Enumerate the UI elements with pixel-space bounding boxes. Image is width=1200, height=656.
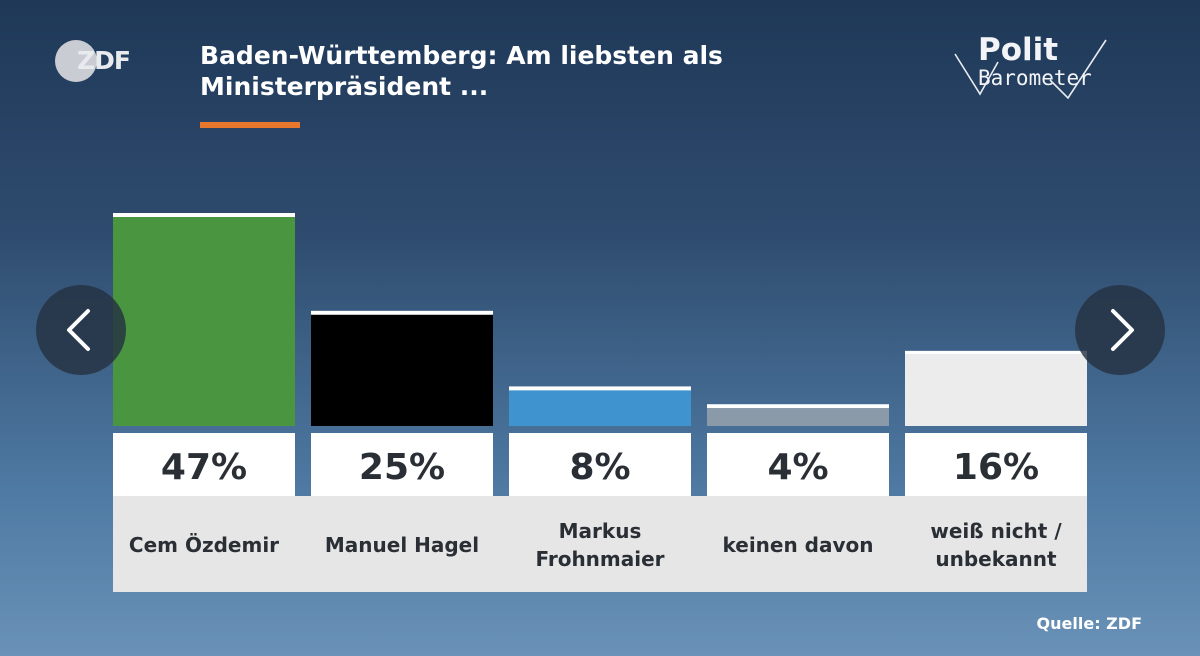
politbarometer-logo: Polit Barometer [950,32,1115,102]
value-box [905,433,1087,496]
label-panel [113,496,1087,592]
category-label: Markus [559,519,642,543]
category-label: unbekannt [935,547,1057,571]
data-label: 16% [953,447,1039,488]
category-label: keinen davon [722,533,873,557]
brand-barometer: Barometer [978,66,1092,90]
bar-cap [509,386,691,391]
value-box [707,433,889,496]
bar [311,314,493,426]
bar [509,390,691,426]
prev-slide-button[interactable] [36,285,126,375]
chart-title-line1: Baden-Württemberg: Am liebsten als [200,41,723,70]
chevron-left-icon [67,309,90,351]
data-label: 4% [767,447,828,488]
chart-title: Baden-Württemberg: Am liebsten als Minis… [200,40,760,102]
bar [113,217,295,426]
data-label: 47% [161,447,247,488]
value-box [311,433,493,496]
category-label: Manuel Hagel [325,533,479,557]
checkmark-icon [954,39,1107,100]
bar-cap [113,213,295,217]
category-label: weiß nicht / [930,519,1062,543]
next-slide-button[interactable] [1075,285,1165,375]
zdf-logo: ZDF [55,40,135,82]
bar [707,408,889,426]
chevron-right-icon [1111,309,1134,351]
bar-cap [311,310,493,315]
bar-cap [707,404,889,409]
chart-title-line2: Ministerpräsident ... [200,72,489,101]
data-label: 8% [569,447,630,488]
bar [905,354,1087,426]
zdf-logo-text: ZDF [77,46,131,75]
value-box [509,433,691,496]
category-label: Frohnmaier [535,547,664,571]
source-note: Quelle: ZDF [1036,614,1142,633]
title-accent-bar [200,122,300,128]
value-box [113,433,295,496]
category-label: Cem Özdemir [129,533,279,557]
data-label: 25% [359,447,445,488]
brand-polit: Polit [978,32,1059,68]
bar-cap [905,350,1087,355]
zdf-logo-disc [55,40,97,82]
